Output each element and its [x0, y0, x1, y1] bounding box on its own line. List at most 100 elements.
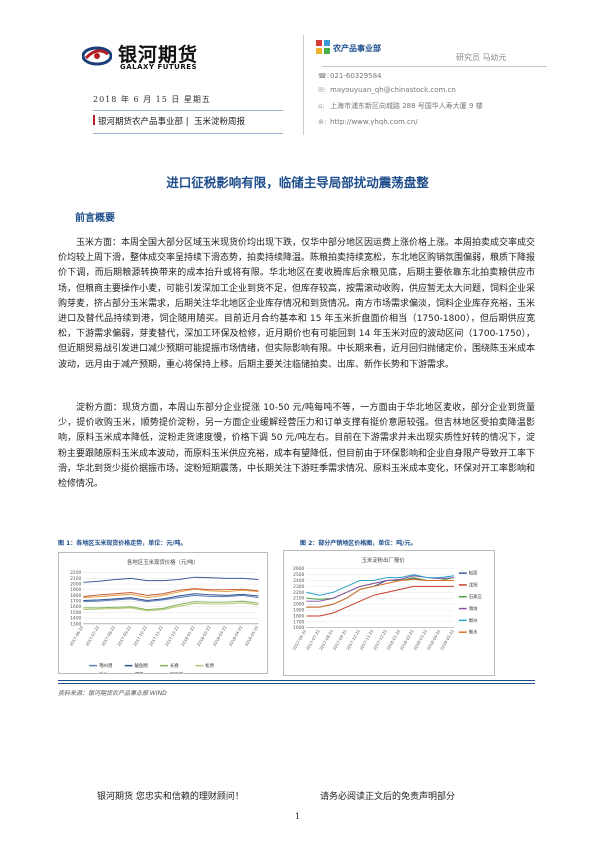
researcher-name: 研究员 马幼元 — [456, 53, 507, 62]
y-tick-label: 2300 — [293, 584, 304, 590]
x-tick-label: 2018-03-22 — [212, 624, 228, 647]
contact-address: 上海市浦东新区向城路 288 号国华人寿大厦 9 楼 — [330, 102, 483, 110]
y-tick-label: 1600 — [70, 604, 81, 610]
y-tick-label: 2200 — [70, 570, 81, 576]
legend-label: 邯州 — [469, 617, 478, 624]
y-tick-label: 1300 — [70, 621, 81, 627]
legend-label: 锦州港 — [99, 662, 113, 669]
x-tick-label: 2017-12-22 — [164, 624, 180, 647]
legend-label: 蛇口港 — [170, 671, 184, 674]
x-tick-label: 2018-04-22 — [228, 624, 244, 647]
footer-slogan: 银河期货 您忠实和信赖的理财顾问！ — [97, 792, 244, 802]
email-icon: ✉: — [318, 86, 327, 94]
legend-label: 鲅鱼圈 — [134, 662, 148, 669]
corn-spot-price-chart: 各地区玉米现货价格（元/吨） 13001400150016001700180019… — [58, 552, 268, 674]
series-line-6 — [83, 588, 259, 598]
y-tick-label: 1500 — [70, 610, 81, 616]
corn-paragraph: 玉米方面：本周全国大部分区域玉米现货价均出现下跌，仅华中部分地区因运费上涨价格上… — [58, 238, 536, 370]
figure1-caption: 图 1：各地区玉米现货价格走势，单位：元/吨。 — [58, 540, 187, 547]
series-line-1 — [83, 593, 259, 602]
header-divider-top — [93, 110, 283, 111]
report-date: 2018 年 6 月 15 日 星期五 — [93, 95, 211, 104]
x-tick-label: 2017-11-22 — [148, 624, 164, 647]
y-tick-label: 2200 — [293, 590, 304, 596]
x-tick-label: 2017-07-22 — [84, 624, 100, 647]
report-title: 进口征税影响有限，临储主导局部扰动震荡盘整 — [166, 175, 429, 190]
y-tick-label: 1600 — [293, 625, 304, 631]
brand-name-cn: 银河期货 — [118, 44, 199, 66]
section-heading: 前言概要 — [75, 213, 115, 224]
y-tick-label: 2500 — [293, 572, 304, 578]
red-bar-icon — [93, 115, 95, 125]
unit-name: 农产品事业部 — [333, 44, 381, 53]
series-line-3 — [83, 602, 259, 612]
y-tick-label: 2600 — [293, 566, 304, 572]
data-source: 资料来源：银河期货农产品事业部 WIND — [58, 690, 167, 697]
legend-label: 松原 — [469, 570, 478, 577]
y-tick-label: 1800 — [293, 613, 304, 619]
location-icon: ⌂: — [318, 102, 325, 110]
legend-label: 沈阳 — [469, 581, 478, 588]
agri-unit-icon — [316, 40, 330, 54]
legend-label: 潍坊 — [469, 605, 478, 612]
galaxy-logo-icon — [82, 46, 112, 66]
y-tick-label: 1700 — [293, 619, 304, 625]
y-tick-label: 1900 — [70, 587, 81, 593]
x-tick-label: 2017-10-22 — [132, 624, 148, 647]
y-tick-label: 1400 — [70, 616, 81, 622]
contact-phone: 021-60329584 — [330, 72, 382, 80]
series-line-2 — [83, 600, 259, 611]
report-name: 玉米淀粉周报 — [194, 117, 246, 127]
y-tick-label: 2000 — [70, 582, 81, 588]
x-tick-label: 2017-08-22 — [100, 624, 116, 647]
footer-disclaimer: 请务必阅读正文后的免责声明部分 — [320, 792, 456, 802]
legend-label: 石家庄 — [469, 593, 483, 600]
contact-email[interactable]: mayouyuan_qh@chinastock.com.cn — [330, 86, 456, 94]
contact-email-row: ✉: mayouyuan_qh@chinastock.com.cn — [318, 86, 456, 94]
brand-name-en: GALAXY FUTURES — [120, 63, 198, 71]
contact-website-row: ⊕: http://www.yhqh.com.cn/ — [318, 118, 418, 126]
series-line-3 — [306, 575, 454, 602]
y-tick-label: 2400 — [293, 578, 304, 584]
contact-divider — [322, 66, 547, 67]
figure2-caption: 图 2：部分产销地区价格图，单位：吨/元。 — [300, 540, 417, 547]
x-tick-label: 2018-01-22 — [180, 624, 196, 647]
series-line-0 — [83, 594, 259, 603]
y-tick-label: 1700 — [70, 599, 81, 605]
y-tick-label: 1800 — [70, 593, 81, 599]
y-tick-label: 1900 — [293, 608, 304, 614]
y-tick-label: 2000 — [293, 602, 304, 608]
chart-title: 玉米淀粉出厂报价 — [361, 556, 405, 564]
source-divider-2 — [58, 683, 535, 684]
y-tick-label: 2100 — [70, 576, 81, 582]
starch-paragraph: 淀粉方面：现货方面，本周山东部分企业提涨 10-50 元/吨每吨不等，一方面由于… — [58, 403, 536, 490]
series-line-4 — [83, 588, 259, 599]
series-line-5 — [83, 576, 259, 583]
series-line-5 — [306, 578, 454, 608]
starch-price-chart: 玉米淀粉出厂报价 16001700180019002000210022002300… — [283, 550, 495, 676]
x-tick-label: 2018-02-22 — [196, 624, 212, 647]
legend-label: 衡水 — [469, 629, 478, 636]
x-tick-label: 2017-06-22 — [68, 624, 84, 647]
legend-label: 潍坊 — [99, 671, 108, 674]
contact-website[interactable]: http://www.yhqh.com.cn/ — [330, 118, 418, 126]
chart-title: 各地区玉米现货价格（元/吨） — [127, 558, 199, 566]
source-divider — [58, 680, 535, 681]
x-tick-label: 2018-05-22 — [244, 624, 260, 647]
series-line-4 — [306, 574, 455, 596]
y-tick-label: 2100 — [293, 596, 304, 602]
contact-phone-row: ☎:021-60329584 — [318, 72, 382, 80]
department-name: 银河期货农产品事业部 — [98, 117, 184, 127]
legend-label: 松原 — [205, 662, 214, 669]
legend-label: 成都 — [134, 671, 143, 674]
page-number: 1 — [294, 812, 301, 821]
link-icon: ⊕: — [318, 118, 327, 126]
unit-logo: 农产品事业部 — [316, 40, 381, 54]
x-tick-label: 2017-09-22 — [116, 624, 132, 647]
series-line-1 — [306, 585, 454, 617]
contact-address-row: ⌂: 上海市浦东新区向城路 288 号国华人寿大厦 9 楼 — [318, 101, 483, 111]
header-vertical-divider — [303, 35, 304, 135]
x-tick-label: 2018-05-22 — [439, 628, 455, 651]
department-line: 银河期货农产品事业部 | 玉米淀粉周报 — [93, 115, 245, 127]
phone-icon: ☎: — [318, 72, 330, 80]
